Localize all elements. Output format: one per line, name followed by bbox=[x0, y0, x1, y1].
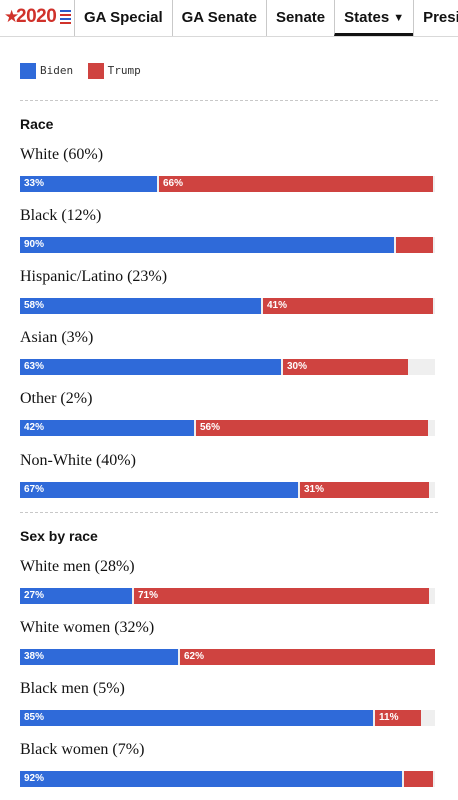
tab-senate[interactable]: Senate bbox=[265, 0, 334, 36]
tab-ga-special[interactable]: GA Special bbox=[74, 0, 172, 36]
tab-label: GA Senate bbox=[181, 9, 257, 26]
trump-bar-segment: 62% bbox=[180, 649, 435, 665]
tab-label: Presider bbox=[423, 9, 458, 26]
row-label: Black women (7%) bbox=[20, 741, 145, 758]
trump-bar-segment: 71% bbox=[134, 588, 429, 604]
biden-bar-segment: 85% bbox=[20, 710, 373, 726]
trump-percent-label: 30% bbox=[287, 361, 308, 372]
biden-percent-label: 92% bbox=[24, 773, 45, 784]
trump-percent-label: 66% bbox=[163, 178, 184, 189]
biden-percent-label: 85% bbox=[24, 712, 45, 723]
row-label: Black men (5%) bbox=[20, 680, 125, 697]
legend-label: Trump bbox=[107, 64, 141, 77]
chevron-down-icon: ▼ bbox=[393, 12, 405, 24]
stacked-bar: 42% 56% bbox=[20, 420, 435, 436]
trump-bar-segment bbox=[396, 237, 433, 253]
legend: Biden Trump bbox=[20, 63, 151, 79]
flag-stripes-icon bbox=[60, 10, 71, 24]
trump-percent-label: 11% bbox=[379, 712, 399, 723]
row-label: Other (2%) bbox=[20, 390, 93, 407]
trump-bar-segment: 66% bbox=[159, 176, 433, 192]
trump-bar-segment: 11% bbox=[375, 710, 421, 726]
trump-percent-label: 31% bbox=[304, 484, 325, 495]
row-label: White women (32%) bbox=[20, 619, 155, 636]
stacked-bar: 85% 11% bbox=[20, 710, 435, 726]
tab-label: GA Special bbox=[84, 9, 163, 26]
legend-swatch-biden bbox=[20, 63, 36, 79]
row-label: Black (12%) bbox=[20, 207, 102, 224]
biden-percent-label: 63% bbox=[24, 361, 45, 372]
logo-year: 2020 bbox=[16, 6, 57, 27]
trump-bar-segment: 31% bbox=[300, 482, 429, 498]
section-title: Race bbox=[20, 116, 54, 132]
biden-bar-segment: 58% bbox=[20, 298, 261, 314]
biden-bar-segment: 38% bbox=[20, 649, 178, 665]
biden-bar-segment: 42% bbox=[20, 420, 194, 436]
biden-bar-segment: 92% bbox=[20, 771, 402, 787]
section-title: Sex by race bbox=[20, 528, 98, 544]
star-icon: ★ bbox=[4, 7, 20, 26]
biden-bar-segment: 90% bbox=[20, 237, 394, 253]
row-label: Asian (3%) bbox=[20, 329, 94, 346]
biden-percent-label: 90% bbox=[24, 239, 45, 250]
stacked-bar: 58% 41% bbox=[20, 298, 435, 314]
biden-percent-label: 58% bbox=[24, 300, 45, 311]
election-2020-logo[interactable]: ★ 2020 bbox=[4, 6, 72, 30]
biden-bar-segment: 27% bbox=[20, 588, 132, 604]
tab-label: States bbox=[344, 9, 390, 26]
trump-percent-label: 41% bbox=[267, 300, 288, 311]
top-nav: ★ 2020 GA Special GA Senate Senate States ▼ P… bbox=[0, 0, 458, 37]
trump-percent-label: 56% bbox=[200, 422, 221, 433]
stacked-bar: 38% 62% bbox=[20, 649, 435, 665]
legend-swatch-trump bbox=[87, 63, 104, 79]
biden-percent-label: 42% bbox=[24, 422, 45, 433]
row-label: White (60%) bbox=[20, 146, 104, 163]
legend-item-trump: Trump bbox=[87, 63, 141, 81]
tab-states[interactable]: States ▼ bbox=[334, 0, 414, 36]
tab-label: Senate bbox=[275, 9, 326, 26]
stacked-bar: 92% bbox=[20, 771, 435, 787]
stacked-bar: 63% 30% bbox=[20, 359, 435, 375]
tab-president[interactable]: Presider bbox=[413, 0, 458, 36]
stacked-bar: 67% 31% bbox=[20, 482, 435, 498]
row-label: White men (28%) bbox=[20, 558, 135, 575]
stacked-bar: 27% 71% bbox=[20, 588, 435, 604]
trump-bar-segment bbox=[404, 771, 433, 787]
biden-percent-label: 38% bbox=[24, 651, 45, 662]
biden-percent-label: 33% bbox=[24, 178, 45, 189]
biden-percent-label: 27% bbox=[24, 590, 45, 601]
biden-percent-label: 67% bbox=[24, 484, 45, 495]
legend-label: Biden bbox=[40, 64, 74, 77]
section-divider bbox=[20, 100, 438, 101]
row-label: Non-White (40%) bbox=[20, 452, 136, 469]
trump-bar-segment: 56% bbox=[196, 420, 428, 436]
legend-item-biden: Biden bbox=[20, 63, 73, 81]
biden-bar-segment: 33% bbox=[20, 176, 157, 192]
stacked-bar: 90% bbox=[20, 237, 435, 253]
section-divider bbox=[20, 512, 438, 513]
trump-bar-segment: 30% bbox=[283, 359, 408, 375]
biden-bar-segment: 63% bbox=[20, 359, 281, 375]
trump-bar-segment: 41% bbox=[263, 298, 433, 314]
nav-tabs: GA Special GA Senate Senate States▼ Presider bbox=[74, 0, 458, 36]
row-label: Hispanic/Latino (23%) bbox=[20, 268, 168, 285]
trump-percent-label: 71% bbox=[138, 590, 159, 601]
tab-ga-senate[interactable]: GA Senate bbox=[171, 0, 266, 36]
stacked-bar: 33% 66% bbox=[20, 176, 435, 192]
trump-percent-label: 62% bbox=[184, 651, 205, 662]
biden-bar-segment: 67% bbox=[20, 482, 298, 498]
